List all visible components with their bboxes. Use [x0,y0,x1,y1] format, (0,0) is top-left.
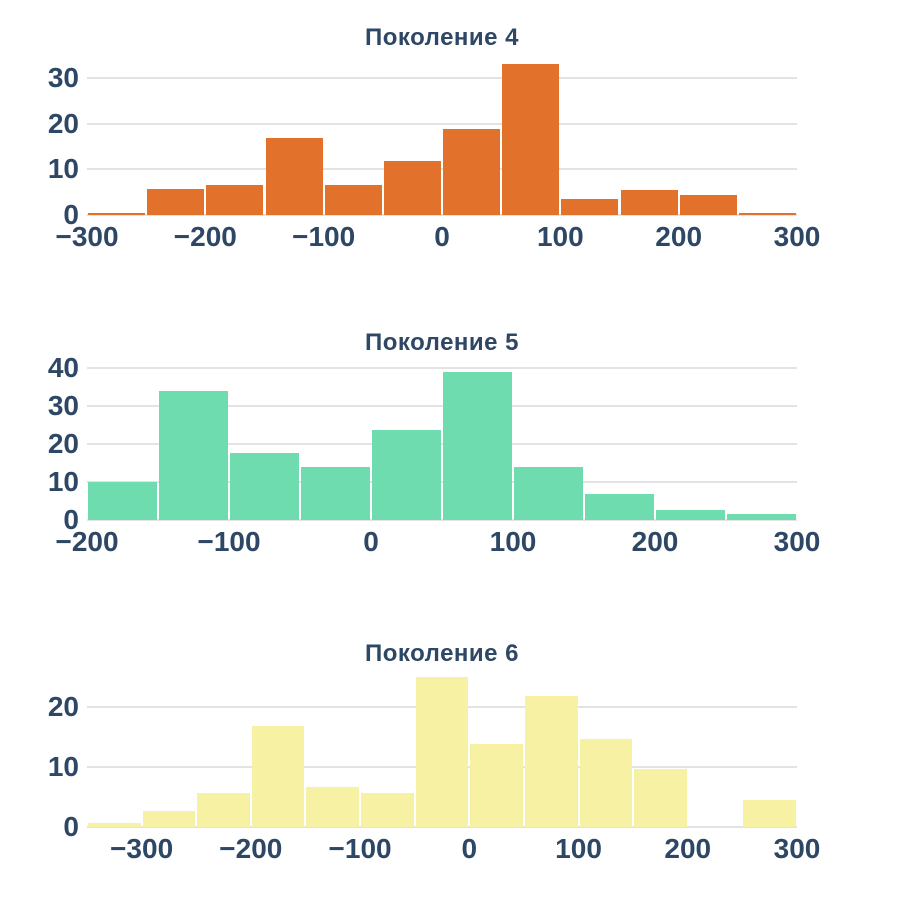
x-tick-label: −300 [110,833,174,864]
x-tick-label: −100 [328,833,392,864]
x-tick-label: 200 [631,526,679,557]
histogram-bar [470,743,523,827]
y-tick-label: 10 [47,465,79,497]
histogram-bar [656,510,725,520]
plot-area-generation-6: 0 10 20 −300 −200 −100 0 100 200 300 [48,671,820,863]
histogram-bar [206,185,264,215]
histogram-bar [142,811,196,827]
histogram-bar [743,800,796,827]
gridline [87,214,797,216]
histogram-bar [383,161,441,215]
y-tick-label: 10 [47,751,79,782]
chart-generation-6: Поколение 6 0 10 20 −300 −200 −100 0 100 200 300 [0,636,900,906]
y-tick-label: 30 [47,61,79,93]
x-tick-label: 0 [434,221,450,252]
y-tick-label: 0 [63,504,79,535]
histogram-bar [197,792,250,827]
plot-area-generation-4: 0 10 20 30 −300 −200 −100 0 100 200 300 [48,55,821,250]
histogram-bar [585,493,654,520]
histogram-bar [88,212,146,215]
y-tick-label: 10 [47,153,79,185]
y-tick-label: 20 [47,107,79,139]
y-tick-label: 20 [47,427,79,459]
histogram-bar [443,372,512,520]
x-tick-label: −200 [173,221,237,252]
x-tick-label: 100 [489,526,537,557]
histogram-bar [738,213,796,215]
chart-generation-4: Поколение 4 0 10 20 30 −300 −200 −100 0 100 200 30… [0,20,900,320]
histogram-bar [306,787,360,827]
histogram-bar [620,189,678,215]
plot-area-generation-5: 0 10 20 30 40 −200 −100 0 100 200 300 [48,353,821,555]
y-tick-label: 30 [47,389,79,421]
histogram-bar [372,430,441,520]
histogram-bar [514,466,583,520]
histogram-bar [324,185,382,215]
chart-title-generation-4: Поколение 4 [364,24,520,51]
gridline [87,168,797,171]
histogram-bar [727,513,796,520]
histogram-bar [230,453,299,520]
x-tick-label: 0 [461,833,478,864]
gridline [87,480,797,483]
histogram-bar [524,695,578,827]
gridline [87,826,797,828]
x-tick-label: 200 [664,833,712,864]
x-tick-label: 100 [555,833,602,864]
histogram-bar [579,739,633,827]
gridline [87,442,797,445]
histogram-bar [443,128,501,215]
gridline [87,76,797,79]
chart-generation-5: Поколение 5 0 10 20 30 40 −200 −100 0 100 200 300 [0,325,900,625]
gridline [87,122,797,125]
x-tick-label: −100 [197,526,261,557]
x-tick-label: 300 [773,221,821,252]
gridline [87,404,797,407]
histogram-bar [265,137,323,215]
histogram-bar [159,391,228,520]
histogram-bar [502,64,560,215]
y-tick-label: 0 [63,199,79,230]
x-tick-label: 100 [536,221,584,252]
y-tick-label: 40 [47,351,79,383]
histogram-bar [679,194,737,215]
histogram-bar [361,792,414,827]
histogram-bar [88,481,157,520]
x-tick-label: 300 [773,833,821,864]
histogram-bar [301,466,370,520]
y-tick-label: 0 [63,811,79,842]
histogram-bar [561,198,619,215]
x-tick-label: −100 [292,221,356,252]
histogram-bar [415,677,469,827]
gridline [87,519,797,521]
x-tick-label: −200 [219,833,283,864]
histogram-bar [88,822,141,827]
x-tick-label: 200 [655,221,703,252]
x-tick-label: −200 [55,526,119,557]
chart-title-generation-6: Поколение 6 [364,640,520,667]
histogram-bar [251,725,305,827]
chart-title-generation-5: Поколение 5 [364,329,520,356]
histogram-bar [147,189,205,215]
gridline [87,366,797,369]
histogram-bar [634,768,687,827]
x-tick-label: 0 [363,526,379,557]
x-tick-label: −300 [55,221,119,252]
x-tick-label: 300 [773,526,821,557]
y-tick-label: 20 [47,691,79,722]
